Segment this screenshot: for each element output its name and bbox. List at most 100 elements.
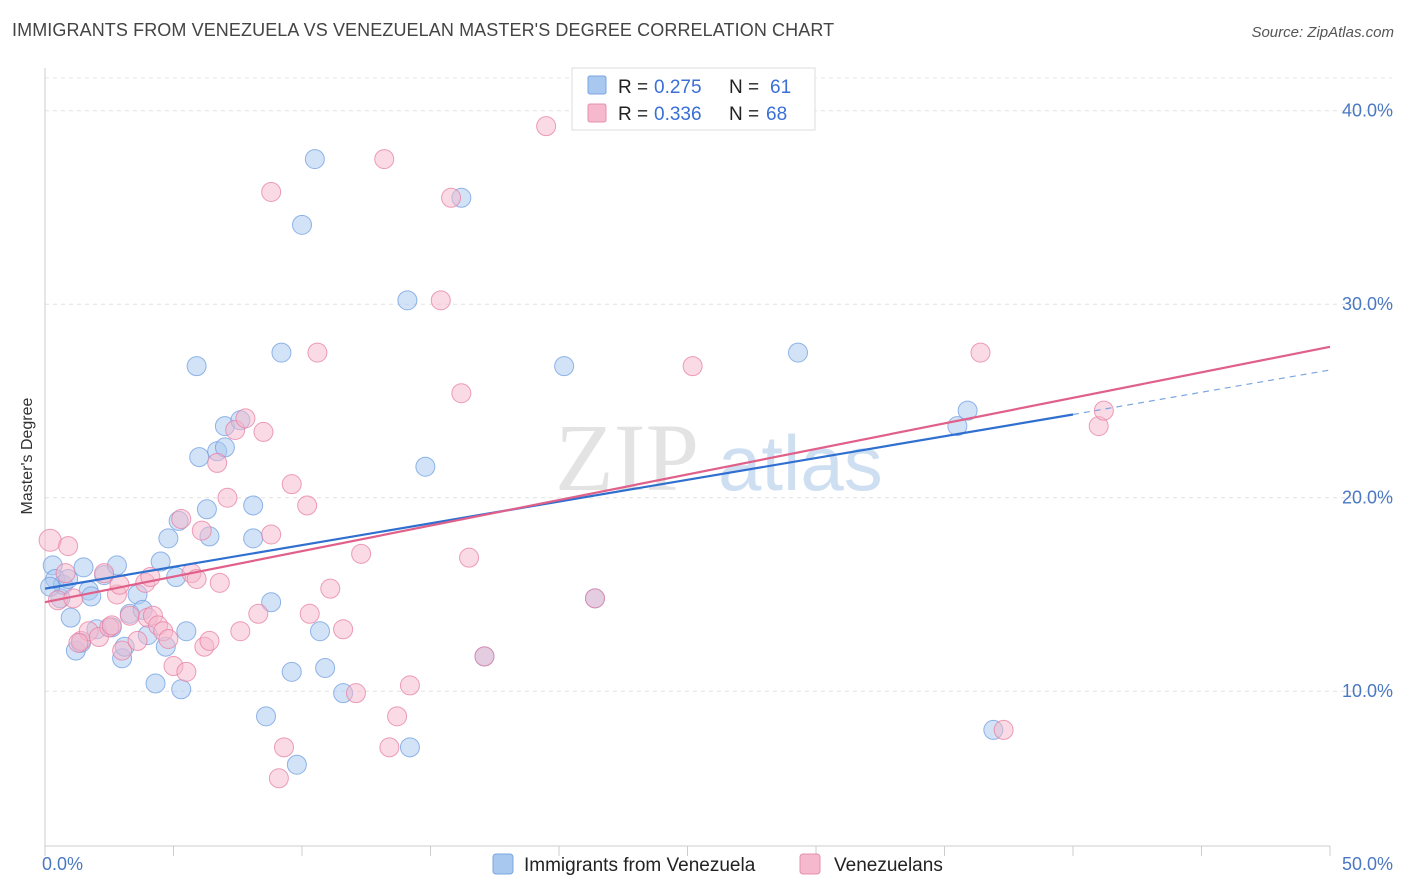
axes (44, 68, 1331, 856)
point-venezuelans-63 (58, 536, 79, 557)
point-venezuela-26 (171, 679, 192, 700)
point-venezuelans-31 (230, 621, 251, 642)
point-venezuelans-21 (171, 508, 192, 529)
point-venezuela-46 (315, 657, 336, 678)
point-venezuela-49 (399, 737, 420, 758)
point-venezuelans-19 (158, 628, 179, 649)
point-venezuelans-49 (387, 706, 408, 727)
source-label: Source: ZipAtlas.com (1251, 24, 1394, 41)
watermark-zip: ZIP (555, 404, 699, 511)
point-venezuela-21 (150, 551, 171, 572)
point-venezuela-39 (261, 592, 282, 613)
point-venezuelans-13 (127, 630, 148, 651)
legend-r-value-pink: 0.336 (654, 104, 702, 125)
y-tick-label-0: 10.0% (1342, 681, 1393, 701)
y-tick-labels: 10.0% 20.0% 30.0% 40.0% (1342, 101, 1393, 702)
point-venezuelans-64 (68, 632, 89, 653)
point-venezuela-36 (243, 495, 264, 516)
legend-n-value-blue: 61 (770, 77, 791, 98)
point-venezuela-57 (957, 400, 978, 421)
point-venezuelans-41 (299, 603, 320, 624)
point-venezuela-29 (189, 447, 210, 468)
point-venezuelans-42 (307, 342, 328, 363)
point-venezuela-42 (286, 754, 307, 775)
point-venezuelans-37 (268, 768, 289, 789)
point-venezuela-23 (158, 528, 179, 549)
point-venezuelans-33 (248, 603, 269, 624)
point-venezuela-40 (271, 342, 292, 363)
point-venezuelans-48 (379, 737, 400, 758)
trend-lines (44, 345, 1331, 604)
point-venezuelans-43 (320, 578, 341, 599)
point-venezuelans-52 (441, 187, 462, 208)
bottom-legend: Immigrants from Venezuela Venezuelans (492, 853, 943, 876)
legend: R = 0.275 N = 61 R = 0.336 N = 68 (571, 67, 816, 131)
point-venezuelans-35 (261, 524, 282, 545)
point-venezuelans-46 (351, 543, 372, 564)
point-venezuelans-2 (55, 563, 76, 584)
point-venezuelans-67 (191, 520, 212, 541)
legend-r-label-blue: R = (618, 77, 648, 98)
point-venezuela-38 (256, 706, 277, 727)
legend-r-value-blue: 0.275 (654, 77, 702, 98)
point-venezuelans-27 (207, 452, 228, 473)
y-tick-label-1: 20.0% (1342, 488, 1393, 508)
bottom-legend-label-pink: Venezuelans (834, 855, 943, 876)
chart-title: IMMIGRANTS FROM VENEZUELA VS VENEZUELAN … (12, 20, 835, 40)
point-venezuela-53 (554, 356, 575, 377)
point-venezuelans-55 (474, 646, 495, 667)
point-venezuelans-47 (374, 149, 395, 170)
point-venezuelans-62 (1093, 400, 1114, 421)
legend-swatch-pink (587, 103, 607, 123)
bottom-legend-swatch-pink (799, 853, 821, 875)
point-venezuelans-24 (186, 568, 207, 589)
point-venezuelans-29 (217, 487, 238, 508)
point-venezuelans-44 (333, 619, 354, 640)
gridlines (45, 77, 1392, 692)
point-venezuelans-39 (281, 474, 302, 495)
point-venezuelans-40 (297, 495, 318, 516)
legend-swatch-blue (587, 75, 607, 95)
point-venezuelans-57 (584, 588, 605, 609)
point-venezuela-45 (309, 621, 330, 642)
point-venezuela-27 (176, 621, 197, 642)
point-venezuelans-59 (970, 342, 991, 363)
point-venezuelans-11 (112, 640, 133, 661)
legend-n-value-pink: 68 (766, 104, 787, 125)
point-venezuelans-45 (345, 683, 366, 704)
point-venezuelans-26 (199, 630, 220, 651)
point-venezuela-5 (60, 607, 81, 628)
point-venezuela-44 (304, 149, 325, 170)
point-venezuelans-32 (235, 408, 256, 429)
point-venezuelans-36 (261, 181, 282, 202)
point-venezuela-55 (788, 342, 809, 363)
point-venezuela-60 (73, 557, 94, 578)
point-venezuela-48 (397, 290, 418, 311)
point-venezuela-43 (292, 214, 312, 235)
point-venezuela-30 (196, 499, 217, 520)
point-venezuela-28 (186, 356, 207, 377)
point-venezuelans-22 (176, 661, 197, 682)
point-venezuela-41 (281, 661, 302, 682)
point-venezuelans-54 (459, 547, 480, 568)
data-points (38, 116, 1114, 789)
point-venezuelans-50 (399, 675, 420, 696)
point-venezuelans-9 (101, 615, 122, 636)
point-venezuelans-28 (209, 572, 230, 593)
point-venezuelans-34 (253, 421, 274, 442)
legend-r-label-pink: R = (618, 104, 648, 125)
trend-line-venezuelans (44, 345, 1331, 604)
watermark: ZIP atlas (555, 404, 883, 511)
x-tick-label-min: 0.0% (42, 854, 83, 874)
point-venezuelans-12 (119, 605, 140, 626)
bottom-legend-swatch-blue (492, 853, 514, 875)
legend-n-label-blue: N = (729, 77, 759, 98)
point-venezuelans-38 (274, 737, 295, 758)
y-tick-label-3: 40.0% (1342, 101, 1393, 121)
point-venezuela-37 (243, 528, 264, 549)
point-venezuela-20 (145, 673, 166, 694)
bottom-legend-label-blue: Immigrants from Venezuela (524, 855, 756, 876)
point-venezuelans-53 (451, 383, 472, 404)
legend-n-label-pink: N = (729, 104, 759, 125)
